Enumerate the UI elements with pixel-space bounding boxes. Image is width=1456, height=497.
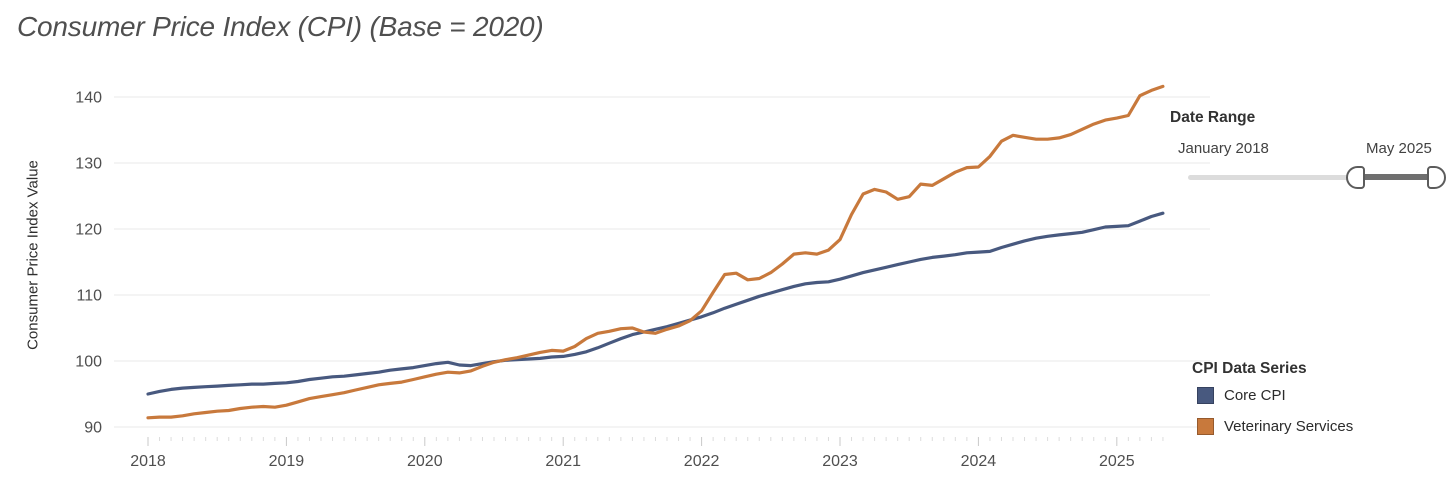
svg-text:2025: 2025 (1099, 453, 1135, 470)
svg-text:130: 130 (75, 156, 102, 173)
svg-text:2018: 2018 (130, 453, 166, 470)
chart-title: Consumer Price Index (CPI) (Base = 2020) (17, 11, 544, 42)
svg-text:100: 100 (75, 354, 102, 371)
date-range-slider-left-handle[interactable] (1346, 166, 1365, 189)
svg-text:120: 120 (75, 222, 102, 239)
svg-text:2019: 2019 (269, 453, 305, 470)
y-axis-tick-labels: 90 100 110 120 130 140 (75, 90, 102, 437)
x-axis-ticks (147, 437, 1164, 446)
svg-text:2021: 2021 (545, 453, 581, 470)
legend-item-core-cpi[interactable]: Core CPI (1197, 387, 1286, 404)
legend-title: CPI Data Series (1192, 360, 1307, 377)
legend-item-veterinary-services[interactable]: Veterinary Services (1197, 418, 1353, 435)
date-range-slider-selected-range[interactable] (1355, 174, 1437, 180)
date-range-start-label: January 2018 (1178, 140, 1269, 157)
svg-text:90: 90 (84, 420, 102, 437)
svg-text:2024: 2024 (961, 453, 997, 470)
series-line-veterinary-services[interactable] (146, 84, 1165, 420)
gridlines (114, 96, 1210, 428)
date-range-slider-track[interactable] (1188, 175, 1440, 180)
date-range-slider-right-handle[interactable] (1427, 166, 1446, 189)
date-range-end-label: May 2025 (1366, 140, 1432, 157)
svg-text:110: 110 (76, 288, 102, 305)
legend-swatch-1 (1197, 418, 1214, 435)
date-range-filter-title: Date Range (1170, 109, 1256, 126)
legend-swatch-0 (1197, 387, 1214, 404)
series-line-core-cpi[interactable] (146, 211, 1165, 396)
legend-label-0: Core CPI (1224, 387, 1286, 404)
svg-text:2020: 2020 (407, 453, 443, 470)
svg-text:140: 140 (75, 90, 102, 107)
svg-text:2023: 2023 (822, 453, 858, 470)
legend-label-1: Veterinary Services (1224, 418, 1354, 435)
svg-text:2022: 2022 (684, 453, 720, 470)
x-axis-tick-labels: 2018 2019 2020 2021 2022 2023 2024 2025 (130, 453, 1134, 470)
